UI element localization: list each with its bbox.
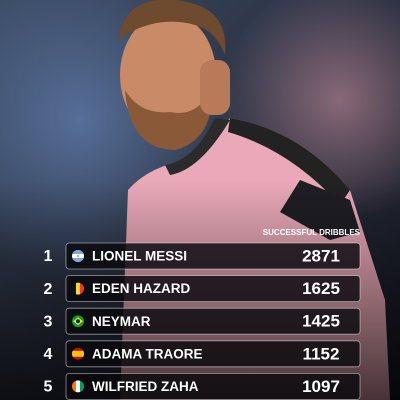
stat-value: 1097 <box>302 377 340 396</box>
rank: 1 <box>44 248 53 265</box>
flag-icon <box>72 380 84 393</box>
flag-band <box>80 380 84 393</box>
player-name: EDEN HAZARD <box>92 281 191 296</box>
flag-sun <box>76 254 80 258</box>
table-row: 5 WILFRIED ZAHA 1097 <box>44 372 361 400</box>
flag-band <box>72 380 76 393</box>
flag-band <box>76 380 80 393</box>
flag-band <box>72 282 76 295</box>
row-bar <box>65 340 361 368</box>
player-name: ADAMA TRAORE <box>92 346 203 361</box>
stat-value: 1425 <box>302 312 340 331</box>
table-row: 3 NEYMAR 1425 <box>44 307 361 335</box>
row-bar <box>65 372 361 400</box>
player-name: NEYMAR <box>92 314 151 329</box>
table-row: 4 ADAMA TRAORE 1152 <box>44 340 361 368</box>
row-bar <box>65 242 361 270</box>
flag-band <box>72 250 84 254</box>
table-row: 1 LIONEL MESSI 2871 <box>44 242 361 270</box>
flag-band <box>80 282 84 295</box>
ranking-table: 1 LIONEL MESSI 2871 2 EDEN HAZARD 1625 3 NEYMAR… <box>44 242 361 400</box>
flag-icon <box>72 315 84 328</box>
stat-value: 1152 <box>303 344 340 363</box>
flag-icon <box>72 347 84 360</box>
stat-value: 2871 <box>302 246 340 265</box>
table-row: 2 EDEN HAZARD 1625 <box>44 275 361 303</box>
player-name: LIONEL MESSI <box>92 249 187 264</box>
flag-band <box>76 282 80 295</box>
rank: 3 <box>44 313 53 330</box>
rank: 4 <box>44 346 53 363</box>
row-bar <box>65 275 361 303</box>
column-header: SUCCESSFUL DRIBBLES <box>263 228 361 237</box>
flag-band <box>72 258 84 262</box>
rank: 2 <box>44 281 53 298</box>
flag-band <box>72 350 84 357</box>
row-bar <box>65 307 361 335</box>
stat-value: 1625 <box>302 279 340 298</box>
player-name: WILFRIED ZAHA <box>92 379 199 394</box>
flag-icon <box>72 250 84 262</box>
flag-globe <box>76 319 80 324</box>
rank: 5 <box>44 379 53 396</box>
flag-icon <box>72 282 84 295</box>
